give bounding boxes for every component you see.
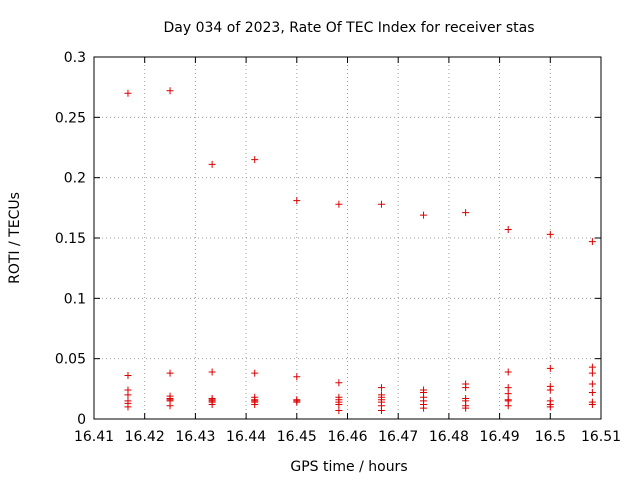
y-axis-label: ROTI / TECUs [7, 192, 23, 284]
data-point [293, 398, 301, 406]
x-tick-label: 16.46 [327, 429, 367, 445]
y-tick-label: 0.3 [64, 50, 86, 66]
data-point [504, 226, 512, 234]
data-point [462, 404, 470, 412]
data-point [335, 401, 343, 409]
y-tick-label: 0 [77, 412, 86, 428]
data-point [588, 401, 596, 409]
data-point [588, 363, 596, 371]
data-point [335, 200, 343, 208]
data-point [124, 403, 132, 411]
data-point [124, 391, 132, 399]
data-point [588, 369, 596, 377]
data-point [588, 380, 596, 388]
data-point [546, 386, 554, 394]
data-point [293, 373, 301, 381]
y-tick-label: 0.05 [55, 352, 86, 368]
data-point [166, 369, 174, 377]
y-tick-label: 0.25 [55, 110, 86, 126]
data-point [335, 407, 343, 415]
data-point [420, 404, 428, 412]
data-point [504, 384, 512, 392]
data-point [504, 390, 512, 398]
data-point [546, 230, 554, 238]
y-tick-label: 0.15 [55, 231, 86, 247]
data-point [377, 200, 385, 208]
x-axis-label: GPS time / hours [290, 459, 407, 475]
data-point [420, 211, 428, 219]
data-point [504, 368, 512, 376]
data-point [588, 388, 596, 396]
y-tick-label: 0.1 [64, 291, 86, 307]
data-point [124, 372, 132, 380]
data-point [208, 368, 216, 376]
grid [94, 57, 601, 419]
x-tick-label: 16.49 [480, 429, 520, 445]
data-point [251, 156, 259, 164]
x-tick-label: 16.41 [74, 429, 114, 445]
data-point [293, 197, 301, 205]
chart-title: Day 034 of 2023, Rate Of TEC Index for r… [163, 20, 534, 36]
data-point [546, 403, 554, 411]
x-tick-label: 16.42 [125, 429, 165, 445]
data-point [124, 89, 132, 97]
data-point [208, 160, 216, 168]
x-tick-label: 16.44 [226, 429, 266, 445]
data-point [377, 407, 385, 415]
data-point [588, 238, 596, 246]
x-tick-label: 16.45 [277, 429, 317, 445]
x-tick-label: 16.51 [581, 429, 621, 445]
data-point [208, 401, 216, 409]
x-tick-label: 16.43 [175, 429, 215, 445]
y-tick-label: 0.2 [64, 171, 86, 187]
data-point [546, 364, 554, 372]
x-tick-label: 16.47 [378, 429, 418, 445]
x-tick-label: 16.5 [535, 429, 566, 445]
x-tick-label: 16.48 [429, 429, 469, 445]
data-point [462, 209, 470, 217]
data-point [504, 402, 512, 410]
data-points [124, 87, 596, 415]
data-point [166, 402, 174, 410]
data-point [335, 379, 343, 387]
data-point [166, 87, 174, 95]
axis-ticks: 16.41 16.42 16.43 16.44 16.45 16.46 16.47 16.48… [55, 50, 621, 445]
data-point [251, 401, 259, 409]
data-point [462, 384, 470, 392]
data-point [251, 369, 259, 377]
data-point [377, 384, 385, 392]
